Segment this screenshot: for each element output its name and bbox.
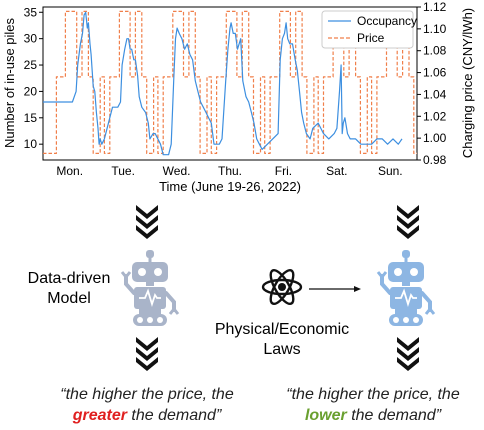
right-quote-emphasis: lower bbox=[304, 407, 347, 424]
y2-tick-label: 1.02 bbox=[423, 109, 447, 123]
right-quote: “the higher the price, the lower the dem… bbox=[262, 384, 484, 426]
y2-tick-label: 1.10 bbox=[423, 22, 447, 36]
series-line-occupancy bbox=[43, 11, 403, 156]
y-tick-label: 15 bbox=[24, 111, 38, 125]
left-quote-line-2: greater the demand” bbox=[22, 405, 272, 426]
x-tick-label: Fri. bbox=[275, 164, 292, 178]
left-quote: “the higher the price, the greater the d… bbox=[22, 384, 272, 426]
left-quote-line-1: “the higher the price, the bbox=[60, 386, 234, 403]
occupancy-price-chart: 10 15 20 25 30 35 0.98 1.00 1.02 1.04 1.06 1.08 1.1… bbox=[2, 0, 475, 194]
x-axis-label: Time (June 19-26, 2022) bbox=[159, 179, 301, 194]
y2-tick-label: 1.06 bbox=[423, 66, 447, 80]
legend-occupancy-label: Occupancy bbox=[357, 14, 417, 28]
x-tick-label: Mon. bbox=[56, 164, 83, 178]
y2-axis-label: Charging price (CNY/lWh) bbox=[460, 8, 475, 158]
legend-box bbox=[321, 10, 414, 49]
data-driven-model-label-line: Model bbox=[47, 290, 91, 307]
data-driven-model-label-line: Data-driven bbox=[27, 270, 111, 287]
x-tick-label: Sun. bbox=[378, 164, 403, 178]
x-tick-label: Tue. bbox=[111, 164, 135, 178]
chevron-down-triple-icon-right-bottom bbox=[397, 337, 419, 371]
right-quote-line-1: “the higher the price, the bbox=[286, 386, 460, 403]
left-quote-emphasis: greater bbox=[72, 407, 127, 424]
y-tick-label: 30 bbox=[24, 32, 38, 46]
y2-tick-label: 1.04 bbox=[423, 87, 447, 101]
physical-economic-laws-label-line: Laws bbox=[263, 341, 301, 358]
robot-icon-physics-informed bbox=[376, 250, 436, 326]
right-quote-line-2: lower the demand” bbox=[262, 405, 484, 426]
atom-icon bbox=[261, 268, 303, 306]
y-tick-label: 10 bbox=[24, 137, 38, 151]
physical-economic-laws-label: Physical/Economic Laws bbox=[212, 320, 352, 360]
y-tick-label: 25 bbox=[24, 58, 38, 72]
right-quote-rest: the demand” bbox=[346, 407, 442, 424]
y-axis-label: Number of in-use piles bbox=[2, 17, 17, 148]
y-tick-label: 20 bbox=[24, 84, 38, 98]
x-tick-label: Sat. bbox=[326, 164, 347, 178]
x-tick-label: Wed. bbox=[163, 164, 191, 178]
arrow-right-icon bbox=[309, 286, 361, 292]
chevron-down-triple-icon-left-bottom bbox=[136, 337, 158, 371]
legend: Occupancy Price bbox=[321, 10, 417, 49]
robot-icon-data-driven bbox=[120, 250, 180, 326]
y2-tick-label: 1.12 bbox=[423, 0, 447, 14]
chevron-down-triple-icon-left-top bbox=[136, 205, 158, 239]
legend-price-label: Price bbox=[357, 31, 385, 45]
y2-tick-label: 1.08 bbox=[423, 44, 447, 58]
series-line-price bbox=[43, 10, 417, 154]
data-driven-model-label: Data-driven Model bbox=[14, 269, 124, 309]
x-tick-label: Thu. bbox=[218, 164, 242, 178]
left-quote-rest: the demand” bbox=[126, 407, 222, 424]
physical-economic-laws-label-line: Physical/Economic bbox=[214, 321, 350, 338]
y2-tick-label: 0.98 bbox=[423, 153, 447, 167]
plot-frame bbox=[42, 6, 418, 161]
y2-tick-label: 1.00 bbox=[423, 131, 447, 145]
y-tick-label: 35 bbox=[24, 5, 38, 19]
chevron-down-triple-icon-right-top bbox=[397, 205, 419, 239]
